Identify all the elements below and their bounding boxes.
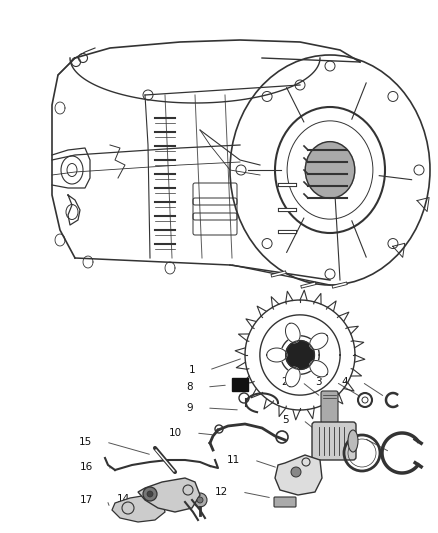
Text: 4: 4 [341,377,348,387]
Ellipse shape [348,430,358,452]
Text: 15: 15 [79,437,92,447]
Polygon shape [267,348,287,362]
Polygon shape [138,478,200,512]
FancyBboxPatch shape [321,391,338,423]
Text: 2: 2 [281,377,288,387]
Text: 6: 6 [315,438,322,448]
Text: 9: 9 [187,403,193,413]
Text: 3: 3 [315,377,322,387]
Circle shape [193,493,207,507]
Circle shape [286,341,314,369]
Polygon shape [310,360,328,377]
Text: 1: 1 [188,365,195,375]
Circle shape [291,467,301,477]
Polygon shape [310,333,328,350]
FancyBboxPatch shape [274,497,296,507]
Text: 7: 7 [343,433,350,443]
Text: 17: 17 [80,495,93,505]
Text: 13: 13 [157,489,170,499]
Text: 11: 11 [227,455,240,465]
Polygon shape [286,367,300,387]
Circle shape [143,487,157,501]
Text: 5: 5 [283,415,289,425]
Text: 10: 10 [169,428,182,438]
Polygon shape [112,495,165,522]
Text: 16: 16 [80,462,93,472]
Polygon shape [286,323,300,343]
FancyBboxPatch shape [312,422,356,460]
Circle shape [147,491,153,497]
Text: 12: 12 [215,487,228,497]
Text: 14: 14 [117,494,130,504]
Ellipse shape [305,142,355,198]
FancyBboxPatch shape [232,378,248,391]
Circle shape [197,497,203,503]
Text: 8: 8 [187,382,193,392]
Polygon shape [275,455,322,495]
